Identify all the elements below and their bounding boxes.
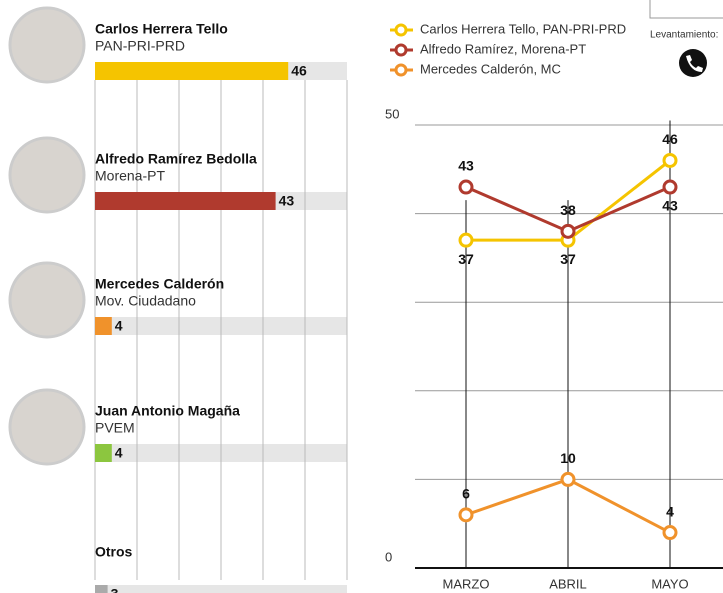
legend-marker xyxy=(394,43,408,57)
point xyxy=(662,525,678,541)
party: Morena-PT xyxy=(95,168,165,184)
party: PAN-PRI-PRD xyxy=(95,38,185,54)
value-label: 43 xyxy=(279,193,295,209)
info-box xyxy=(649,0,723,19)
bar xyxy=(95,585,108,593)
legend-label: Alfredo Ramírez, Morena-PT xyxy=(420,41,586,56)
y-tick-label: 0 xyxy=(385,549,392,564)
legend-marker xyxy=(394,23,408,37)
note: Levantamiento: xyxy=(650,30,718,41)
party: PVEM xyxy=(95,420,135,436)
bar xyxy=(95,192,276,210)
point xyxy=(560,223,576,239)
point xyxy=(662,179,678,195)
x-tick-label: ABRIL xyxy=(549,576,587,591)
candidate-name: Mercedes Calderón xyxy=(95,276,224,292)
party: Mov. Ciudadano xyxy=(95,293,196,309)
legend-label: Carlos Herrera Tello, PAN-PRI-PRD xyxy=(420,21,626,36)
value-label: 4 xyxy=(115,318,123,334)
y-tick-label: 50 xyxy=(385,106,399,121)
bar-track xyxy=(95,585,347,593)
point xyxy=(458,232,474,248)
value-label: 37 xyxy=(458,251,474,267)
point xyxy=(458,507,474,523)
candidate-name: Otros xyxy=(95,544,133,560)
bar xyxy=(95,444,112,462)
photo xyxy=(8,136,86,214)
value-label: 6 xyxy=(462,486,470,502)
value-label: 4 xyxy=(666,503,674,519)
value-label: 43 xyxy=(662,198,678,214)
legend-label: Mercedes Calderón, MC xyxy=(420,61,561,76)
bar xyxy=(95,62,289,80)
value-label: 10 xyxy=(560,450,576,466)
value-label: 4 xyxy=(115,445,123,461)
legend-marker xyxy=(394,63,408,77)
photo xyxy=(8,388,86,466)
photo xyxy=(8,6,86,84)
value-label: 43 xyxy=(458,158,474,174)
point xyxy=(560,471,576,487)
value-label: 38 xyxy=(560,202,576,218)
value-label: 37 xyxy=(560,251,576,267)
point xyxy=(458,179,474,195)
point xyxy=(662,152,678,168)
x-tick-label: MAYO xyxy=(651,576,688,591)
x-tick-label: MARZO xyxy=(443,576,490,591)
photo xyxy=(8,261,86,339)
candidate-name: Alfredo Ramírez Bedolla xyxy=(95,151,257,167)
value-label: 46 xyxy=(662,131,678,147)
phone-glyph xyxy=(686,55,703,72)
phone-icon xyxy=(679,49,707,77)
candidate-name: Carlos Herrera Tello xyxy=(95,21,228,37)
value-label: 3 xyxy=(111,586,119,593)
value-label: 46 xyxy=(291,63,307,79)
bar xyxy=(95,317,112,335)
candidate-name: Juan Antonio Magaña xyxy=(95,403,240,419)
